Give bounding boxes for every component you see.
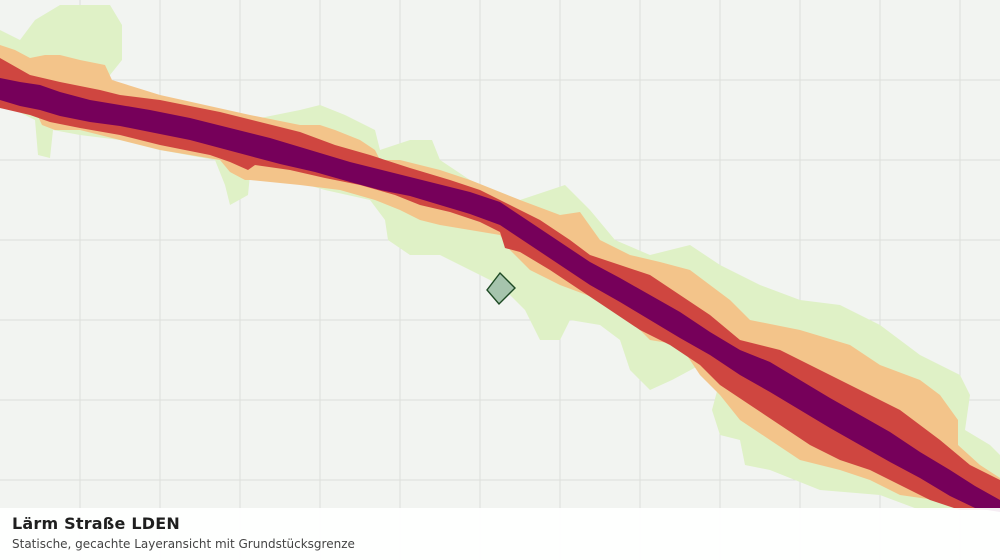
noise-band-highest <box>0 78 1000 512</box>
map-caption: Lärm Straße LDEN Statische, gecachte Lay… <box>0 508 1000 560</box>
layer-title: Lärm Straße LDEN <box>12 514 180 533</box>
parcel-boundary[interactable] <box>486 271 516 306</box>
noise-band-high <box>0 58 1000 510</box>
layer-subtitle: Statische, gecachte Layeransicht mit Gru… <box>12 537 355 551</box>
